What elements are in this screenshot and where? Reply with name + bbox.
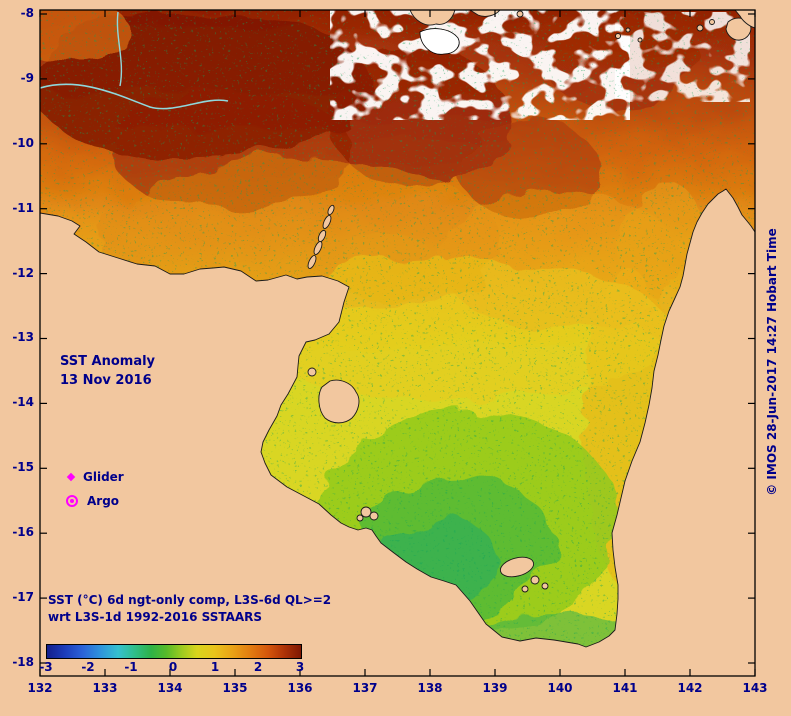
y-tick-label: -13 (12, 330, 34, 344)
colorbar-tick-label: 2 (253, 660, 263, 674)
plot-frame (39, 9, 756, 677)
map-title-line2: 13 Nov 2016 (60, 373, 152, 388)
y-tick-label: -14 (12, 395, 34, 409)
x-tick-label: 142 (677, 681, 703, 695)
y-tick-label: -11 (12, 201, 34, 215)
x-tick-label: 136 (287, 681, 313, 695)
colorbar: -3 -2 -1 0 1 2 3 (39, 644, 304, 674)
argo-marker-icon (66, 495, 78, 507)
legend-label-glider: Glider (83, 470, 124, 484)
map-title: SST Anomaly 13 Nov 2016 (60, 352, 155, 390)
y-tick-label: -15 (12, 460, 34, 474)
colorbar-tick-label: -1 (124, 660, 138, 674)
colorbar-tick-label: -3 (39, 660, 53, 674)
colorbar-gradient (46, 644, 302, 659)
y-tick-label: -17 (12, 590, 34, 604)
map-title-line1: SST Anomaly (60, 354, 156, 369)
colorbar-tick-label: 3 (295, 660, 305, 674)
x-tick-label: 139 (482, 681, 508, 695)
contour-line (40, 83, 229, 110)
dataset-caption-line2: wrt L3S-1d 1992-2016 SSTAARS (48, 610, 263, 624)
x-tick-label: 141 (612, 681, 638, 695)
x-tick-label: 138 (417, 681, 443, 695)
y-tick-label: -9 (20, 71, 34, 85)
colorbar-tick-label: 0 (168, 660, 178, 674)
x-tick-label: 143 (742, 681, 768, 695)
legend-item-argo: Argo (66, 494, 119, 508)
x-tick-label: 134 (157, 681, 183, 695)
y-tick-label: -10 (12, 136, 34, 150)
legend-label-argo: Argo (87, 494, 120, 508)
colorbar-tick-label: 1 (210, 660, 220, 674)
glider-marker-icon (66, 472, 76, 482)
colorbar-tick-label: -2 (81, 660, 95, 674)
x-tick-label: 137 (352, 681, 378, 695)
legend-item-glider: Glider (66, 470, 124, 484)
y-tick-label: -8 (20, 6, 34, 20)
map-raster (40, 10, 755, 676)
y-tick-label: -16 (12, 525, 34, 539)
dataset-caption-line1: SST (°C) 6d ngt-only comp, L3S-6d QL>=2 (48, 593, 332, 607)
axis-ticks (39, 10, 756, 676)
x-tick-label: 135 (222, 681, 248, 695)
y-tick-label: -12 (12, 266, 34, 280)
x-tick-label: 140 (547, 681, 573, 695)
landmass (40, 10, 755, 676)
x-tick-label: 132 (27, 681, 53, 695)
y-tick-label: -18 (12, 655, 34, 669)
dataset-caption: SST (°C) 6d ngt-only comp, L3S-6d QL>=2 … (48, 592, 331, 626)
credit-timestamp: © IMOS 28-Jun-2017 14:27 Hobart Time (765, 228, 779, 496)
x-tick-label: 133 (92, 681, 118, 695)
